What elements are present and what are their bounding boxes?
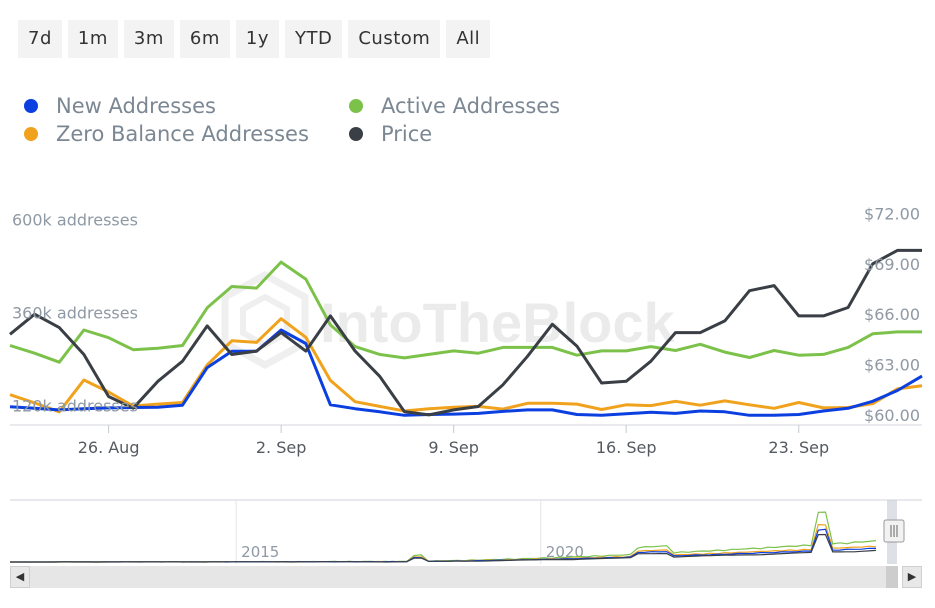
x-tick-label: 26. Aug [78,438,140,457]
range-6m-button[interactable]: 6m [179,20,230,58]
legend-item-active-addresses[interactable]: Active Addresses [349,94,560,118]
y-right-tick-label: $60.00 [864,406,920,425]
legend-item-price[interactable]: Price [349,122,432,146]
x-tick-label: 2. Sep [256,438,307,457]
legend-label: New Addresses [56,94,216,118]
chart-legend: New Addresses Active Addresses Zero Bala… [0,0,935,160]
legend-label: Zero Balance Addresses [56,122,309,146]
range-1m-button[interactable]: 1m [67,20,118,58]
legend-dot-icon [349,127,363,141]
watermark-text: IntoTheBlock [320,291,676,354]
grid [10,424,922,433]
legend-item-zero-balance-addresses[interactable]: Zero Balance Addresses [24,122,309,146]
y-left-tick-label: 360k addresses [12,304,138,323]
range-7d-button[interactable]: 7d [18,20,62,58]
legend-label: Price [381,122,433,146]
series-lines [9,248,923,417]
series-line-new-addresses[interactable] [9,328,923,417]
range-1y-button[interactable]: 1y [235,20,279,58]
scrollbar-thumb[interactable] [886,566,898,588]
navigator-price-line [10,533,877,563]
legend-label: Active Addresses [381,94,561,118]
series-line-price[interactable] [9,248,922,417]
navigator-background [10,500,922,564]
x-tick-label: 23. Sep [768,438,829,457]
x-tick-label: 9. Sep [428,438,479,457]
y-right-tick-label: $72.00 [864,204,920,223]
navigator: 2015 2020 [10,499,922,588]
y-right-tick-label: $66.00 [864,305,920,324]
legend-dot-icon [24,127,38,141]
legend-dot-icon [24,99,38,113]
axis-labels: 26. Aug 2. Sep 9. Sep 16. Sep 23. Sep 120k ad… [12,204,920,457]
scrollbar-track[interactable] [30,566,886,588]
legend-dot-icon [349,99,363,113]
navigator-year-label: 2015 [241,543,279,561]
y-right-tick-label: $63.00 [864,356,920,375]
scroll-right-icon[interactable]: ▶ [902,566,922,588]
y-right-tick-label: $69.00 [864,255,920,274]
scroll-left-icon[interactable]: ◀ [10,566,30,588]
watermark: IntoTheBlock [221,271,676,369]
range-all-button[interactable]: All [446,20,491,58]
navigator-content: 2015 2020 [10,500,877,564]
range-ytd-button[interactable]: YTD [285,20,343,58]
legend-item-new-addresses[interactable]: New Addresses [24,94,216,118]
range-3m-button[interactable]: 3m [123,20,174,58]
series-line-active-addresses[interactable] [9,260,922,364]
x-tick-label: 16. Sep [596,438,657,457]
y-left-tick-label: 600k addresses [12,210,138,229]
y-left-tick-label: 120k addresses [12,397,138,416]
range-custom-button[interactable]: Custom [348,20,441,58]
range-selector: 7d 1m 3m 6m 1y YTD Custom All [18,20,491,58]
